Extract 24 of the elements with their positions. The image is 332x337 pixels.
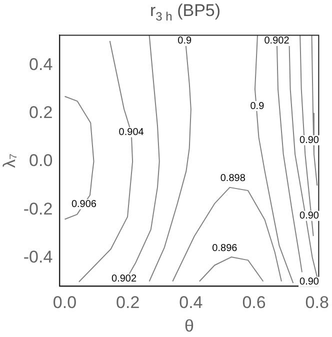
x-tick-label: 0.2 <box>116 293 140 312</box>
annotation: 0.9 <box>178 36 192 47</box>
x-tick-label: 0.0 <box>52 293 77 312</box>
x-axis-title: θ <box>184 316 194 336</box>
annotation: 0.90 <box>300 134 320 146</box>
y-tick-label: 0.2 <box>29 102 53 122</box>
annotation: 0.90 <box>300 276 320 288</box>
annotation: 0.896 <box>212 242 238 254</box>
annotation: 0.902 <box>112 273 137 284</box>
y-axis-title: λ₇ <box>0 153 19 168</box>
y-tick-label: -0.2 <box>23 199 53 218</box>
annotation: 0.898 <box>220 173 246 184</box>
y-tick-label: 0.0 <box>29 151 53 170</box>
x-tick-label: 0.4 <box>179 293 203 312</box>
annotation: 0.902 <box>264 36 290 47</box>
annotation: 0.906 <box>71 199 97 210</box>
x-tick-label: 0.6 <box>242 293 266 312</box>
annotation: 0.9 <box>250 100 265 112</box>
annotation: 0.904 <box>118 127 144 138</box>
x-tick-label: 0.8 <box>305 293 329 312</box>
chart-title: r$_{3 h}$ (BP5) <box>149 0 222 24</box>
y-tick-label: -0.4 <box>23 247 53 266</box>
y-tick-label: 0.4 <box>29 54 53 74</box>
annotation: 0.90 <box>300 210 320 222</box>
